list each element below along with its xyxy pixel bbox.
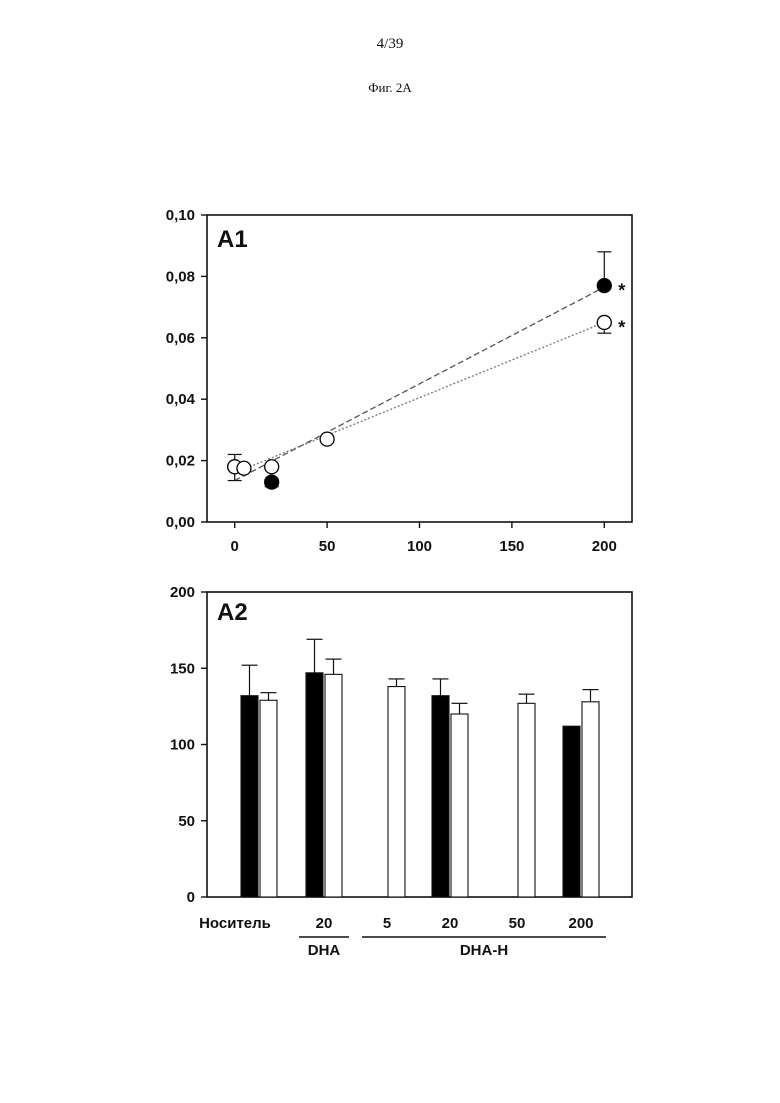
a1-y-tick-label: 0,08 bbox=[166, 268, 195, 285]
a1-x-tick-label: 200 bbox=[592, 538, 617, 555]
a1-x-tick-label: 150 bbox=[499, 538, 524, 555]
a1-fit-line-filled bbox=[235, 287, 605, 480]
a2-group-label: DHA bbox=[308, 942, 341, 959]
a2-y-tick-label: 100 bbox=[170, 737, 195, 754]
a2-bar-open bbox=[518, 703, 535, 897]
a2-bar-open bbox=[325, 674, 342, 897]
a1-y-tick-label: 0,04 bbox=[166, 391, 196, 408]
a1-point-open bbox=[597, 315, 611, 329]
a2-bar-open bbox=[388, 687, 405, 897]
a1-x-tick-label: 0 bbox=[231, 538, 239, 555]
a2-y-tick-label: 200 bbox=[170, 584, 195, 601]
significance-marker: * bbox=[618, 281, 625, 301]
a1-panel-label: A1 bbox=[217, 226, 248, 253]
a2-bar-filled bbox=[306, 673, 323, 897]
a2-category-label: 20 bbox=[442, 915, 459, 932]
a2-category-label: 50 bbox=[509, 915, 526, 932]
a2-category-label: Носитель bbox=[199, 915, 271, 932]
a2-bar-open bbox=[260, 700, 277, 897]
a2-y-tick-label: 50 bbox=[178, 813, 195, 830]
a1-y-tick-label: 0,00 bbox=[166, 514, 195, 531]
a2-category-label: 5 bbox=[383, 915, 391, 932]
a2-bar-open bbox=[451, 714, 468, 897]
a2-y-tick-label: 150 bbox=[170, 660, 195, 677]
a2-bar-filled bbox=[432, 696, 449, 897]
a1-y-tick-label: 0,10 bbox=[166, 207, 195, 224]
a2-y-tick-label: 0 bbox=[187, 889, 195, 906]
a1-point-open bbox=[237, 461, 251, 475]
a2-group-label: DHA-H bbox=[460, 942, 508, 959]
a1-point-filled bbox=[265, 475, 279, 489]
a2-panel-label: A2 bbox=[217, 599, 248, 626]
a2-bar-open bbox=[582, 702, 599, 897]
a2-bar-filled bbox=[563, 726, 580, 897]
a2-category-label: 20 bbox=[316, 915, 333, 932]
a2-bar-filled bbox=[241, 696, 258, 897]
a1-y-tick-label: 0,06 bbox=[166, 330, 195, 347]
a1-x-tick-label: 100 bbox=[407, 538, 432, 555]
a1-x-tick-label: 50 bbox=[319, 538, 336, 555]
a1-y-tick-label: 0,02 bbox=[166, 453, 195, 470]
a1-point-open bbox=[265, 460, 279, 474]
significance-marker: * bbox=[618, 317, 625, 337]
a1-point-open bbox=[320, 432, 334, 446]
a1-point-filled bbox=[597, 279, 611, 293]
a1-fit-line-open bbox=[235, 322, 605, 472]
a2-category-label: 200 bbox=[568, 915, 593, 932]
